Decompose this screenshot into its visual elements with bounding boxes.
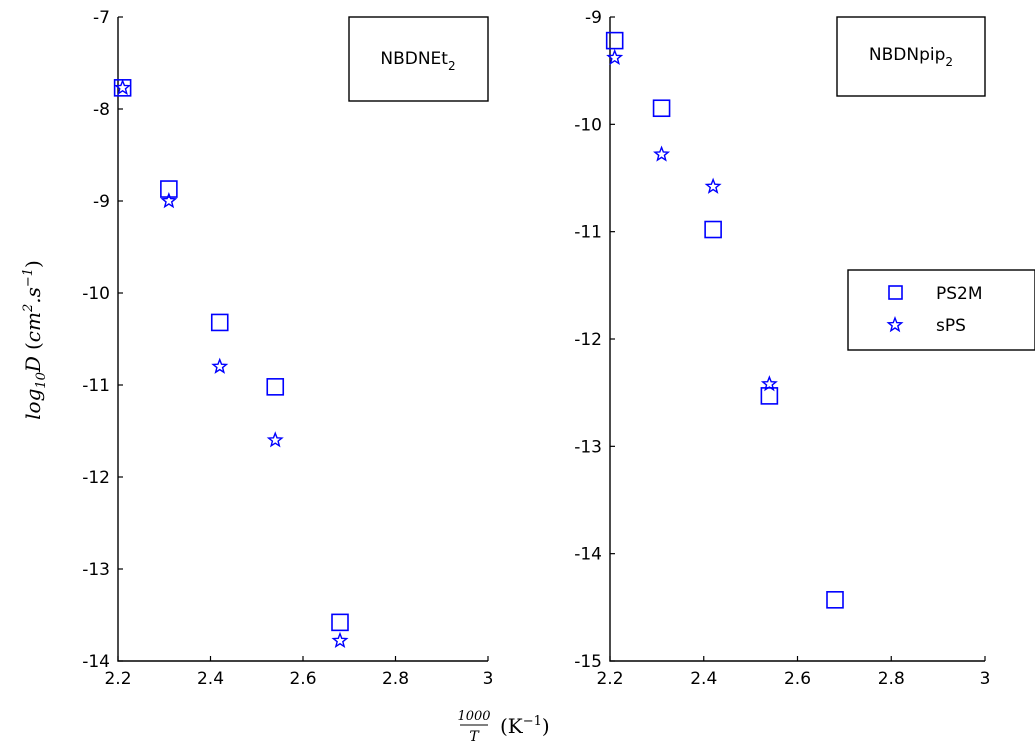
right-y-tick-label: -12: [574, 330, 602, 350]
legend-square-marker: [888, 285, 903, 300]
left-y-tick-label: -10: [82, 284, 110, 304]
right-x-tick-label: 2.8: [878, 669, 905, 689]
left-y-tick-label: -11: [82, 376, 110, 396]
right-annotation-box: NBDNpip2: [836, 16, 986, 97]
right-x-tick-label: 3: [980, 669, 991, 689]
right-y-tick-label: -14: [574, 545, 602, 565]
right-x-tick-label: 2.6: [784, 669, 811, 689]
left-x-tick-label: 3: [483, 669, 494, 689]
right-y-tick-label: -15: [574, 652, 602, 672]
left-annotation-label: NBDNEt2: [380, 49, 455, 73]
right-y-ticks: -9 -10 -11 -12 -13 -14 -15: [574, 8, 615, 672]
left-y-tick-label: -9: [93, 192, 110, 212]
x-label-denominator: T: [469, 729, 480, 745]
left-plot-axes: [117, 17, 488, 662]
left-point-ps2m: [160, 180, 178, 198]
right-x-ticks: 2.2 2.4 2.6 2.8 3: [596, 656, 990, 689]
left-x-tick-label: 2.8: [382, 669, 409, 689]
legend: PS2M sPS: [847, 269, 1035, 351]
right-point-ps2m: [652, 99, 671, 118]
left-y-tick-label: -13: [82, 560, 110, 580]
right-y-tick-label: -11: [574, 223, 602, 243]
y-axis-label: log10D(cm2.s−1): [21, 260, 49, 420]
x-axis-label: 1000 T (K−1): [457, 709, 549, 745]
right-point-sps: [704, 177, 722, 194]
right-point-sps: [760, 375, 778, 392]
right-y-tick-label: -9: [585, 8, 602, 28]
right-point-ps2m: [760, 387, 779, 405]
right-x-tick-label: 2.4: [690, 669, 717, 689]
x-label-unit: (K−1): [500, 714, 550, 738]
left-x-tick-label: 2.4: [197, 669, 224, 689]
left-point-ps2m: [210, 313, 229, 332]
left-annotation-box: NBDNEt2: [348, 16, 489, 102]
left-point-ps2m: [331, 613, 349, 632]
right-point-sps: [653, 145, 671, 162]
left-y-tick-label: -14: [82, 652, 110, 672]
legend-entry-ps2m: PS2M: [936, 284, 983, 304]
right-y-tick-label: -10: [574, 115, 602, 135]
right-point-sps: [606, 48, 624, 66]
left-y-ticks: -7 -8 -9 -10 -11 -12 -13 -14: [82, 8, 123, 672]
legend-entry-sps: sPS: [936, 316, 966, 336]
left-point-sps: [114, 78, 132, 96]
right-plot-panel: -9 -10 -11 -12 -13 -14 -15 2.2 2.4 2.6 2.8 3 NBDNp…: [574, 8, 1035, 689]
right-y-tick-label: -13: [574, 437, 602, 457]
right-point-ps2m: [704, 220, 722, 239]
left-x-tick-label: 2.2: [104, 669, 131, 689]
right-point-ps2m: [826, 591, 844, 609]
left-point-sps: [266, 431, 284, 448]
left-y-tick-label: -12: [82, 468, 110, 488]
right-x-tick-label: 2.2: [596, 669, 623, 689]
left-point-sps: [160, 192, 178, 209]
right-data-marks: [605, 31, 844, 609]
left-y-tick-label: -7: [93, 8, 110, 28]
left-x-tick-label: 2.6: [289, 669, 316, 689]
right-point-ps2m: [605, 31, 624, 50]
left-point-sps: [331, 631, 349, 648]
left-data-marks: [113, 78, 349, 648]
left-y-tick-label: -8: [93, 100, 110, 120]
legend-star-marker: [886, 316, 904, 333]
left-point-sps: [211, 357, 229, 374]
left-x-ticks: 2.2 2.4 2.6 2.8 3: [104, 656, 493, 689]
left-point-ps2m: [266, 378, 285, 396]
right-annotation-label: NBDNpip2: [869, 45, 953, 69]
left-plot-panel: -7 -8 -9 -10 -11 -12 -13 -14 2.2 2.4 2.6 2.8 3 NBDN…: [82, 8, 493, 689]
x-label-numerator: 1000: [457, 709, 490, 724]
